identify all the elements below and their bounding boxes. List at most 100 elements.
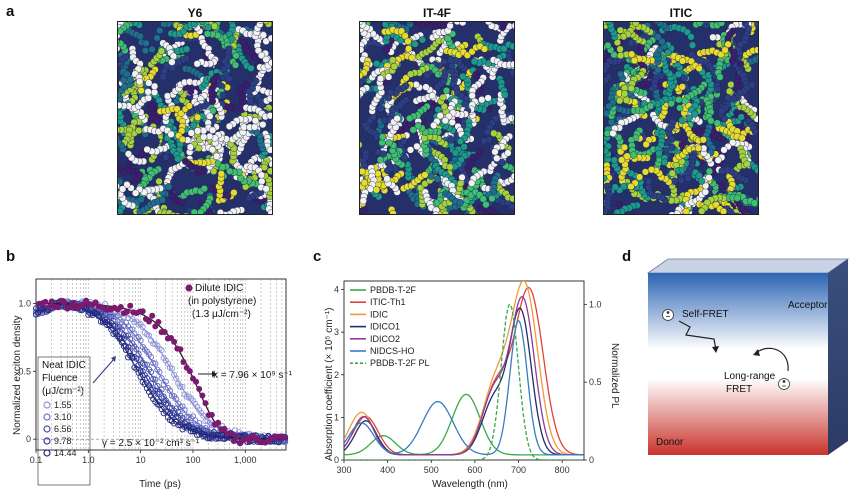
atom-sphere: [501, 91, 509, 99]
atom-sphere: [246, 97, 255, 105]
atom-sphere: [404, 37, 412, 45]
atom-sphere: [259, 120, 267, 129]
atom-sphere: [400, 137, 408, 145]
molecule-chain: [208, 72, 221, 105]
atom-sphere: [153, 116, 161, 124]
atom-sphere: [242, 80, 250, 89]
atom-sphere: [366, 185, 374, 193]
atom-sphere: [148, 45, 156, 54]
atom-sphere: [207, 210, 215, 214]
molecule-chain: [129, 22, 143, 29]
title-it4f: IT-4F: [422, 6, 451, 20]
atom-sphere: [695, 64, 703, 72]
atom-sphere: [676, 104, 684, 112]
atom-sphere: [678, 83, 686, 91]
atom-sphere: [191, 22, 199, 28]
atom-sphere: [142, 39, 150, 47]
atom-sphere: [668, 211, 676, 214]
molecule-chain: [360, 164, 378, 205]
atom-sphere: [150, 82, 159, 90]
atom-sphere: [360, 197, 367, 205]
atom-sphere: [163, 92, 172, 100]
atom-sphere: [203, 30, 212, 38]
atom-sphere: [630, 56, 639, 65]
atom-sphere: [123, 70, 131, 78]
atom-sphere: [167, 130, 175, 138]
snapshot-y6-canvas: [118, 22, 272, 214]
molecule-chain: [124, 150, 148, 166]
atom-sphere: [382, 46, 391, 54]
molecule-chain: [181, 157, 208, 176]
molecule-chain: [486, 149, 512, 175]
atom-sphere: [718, 167, 726, 175]
molecule-chain: [190, 194, 214, 214]
atom-sphere: [132, 189, 140, 197]
atom-sphere: [476, 147, 484, 155]
panel-letter-a: a: [6, 3, 15, 20]
atom-sphere: [509, 195, 514, 203]
molecule-chain: [368, 73, 393, 115]
atom-sphere: [194, 113, 202, 121]
atom-sphere: [144, 88, 152, 96]
atom-sphere: [456, 198, 464, 207]
molecule-chain: [409, 122, 442, 136]
molecule-chain: [360, 57, 372, 80]
atom-sphere: [688, 41, 697, 49]
atom-sphere: [193, 60, 201, 68]
molecule-chain: [167, 22, 213, 38]
atom-sphere: [456, 179, 465, 188]
atom-sphere: [411, 40, 419, 48]
atom-sphere: [436, 112, 444, 120]
atom-sphere: [748, 81, 756, 89]
molecule-chain: [399, 171, 429, 193]
atom-sphere: [434, 105, 442, 114]
atom-sphere: [670, 177, 679, 185]
atom-sphere: [660, 158, 669, 166]
atom-sphere: [459, 72, 467, 81]
atom-sphere: [360, 167, 366, 176]
atom-sphere: [377, 104, 385, 113]
atom-sphere: [118, 166, 119, 172]
atom-sphere: [414, 122, 422, 130]
atom-sphere: [360, 179, 369, 187]
atom-sphere: [446, 56, 455, 64]
atom-sphere: [360, 46, 365, 54]
atom-sphere: [737, 60, 745, 68]
atom-sphere: [262, 185, 270, 193]
atom-sphere: [490, 129, 498, 137]
atom-sphere: [118, 185, 127, 193]
atom-sphere: [441, 67, 449, 76]
atom-sphere: [493, 154, 501, 162]
atom-sphere: [266, 95, 272, 103]
molecule-chain: [131, 82, 159, 112]
atom-sphere: [267, 34, 272, 42]
atom-sphere: [647, 166, 656, 174]
atom-sphere: [617, 70, 625, 78]
atom-sphere: [430, 121, 438, 130]
atom-sphere: [678, 57, 687, 65]
atom-sphere: [135, 126, 143, 135]
atom-sphere: [225, 122, 234, 130]
atom-sphere: [604, 44, 607, 51]
atom-sphere: [755, 54, 758, 62]
atom-sphere: [144, 94, 152, 102]
atom-sphere: [224, 192, 232, 200]
atom-sphere: [685, 114, 693, 122]
molecule-chain: [219, 45, 233, 83]
atom-sphere: [380, 116, 389, 124]
atom-sphere: [622, 96, 631, 104]
snapshot-it4f: [359, 21, 515, 215]
molecule-chain: [383, 175, 401, 196]
atom-sphere: [705, 174, 713, 182]
atom-sphere: [194, 127, 202, 135]
atom-sphere: [168, 58, 176, 66]
atom-sphere: [360, 141, 363, 149]
atom-sphere: [270, 94, 272, 100]
atom-sphere: [720, 146, 728, 154]
atom-sphere: [118, 27, 124, 35]
atom-sphere: [750, 199, 758, 207]
molecule-chain: [118, 38, 129, 55]
atom-sphere: [468, 179, 476, 187]
atom-sphere: [379, 133, 387, 141]
atom-sphere: [157, 47, 166, 55]
